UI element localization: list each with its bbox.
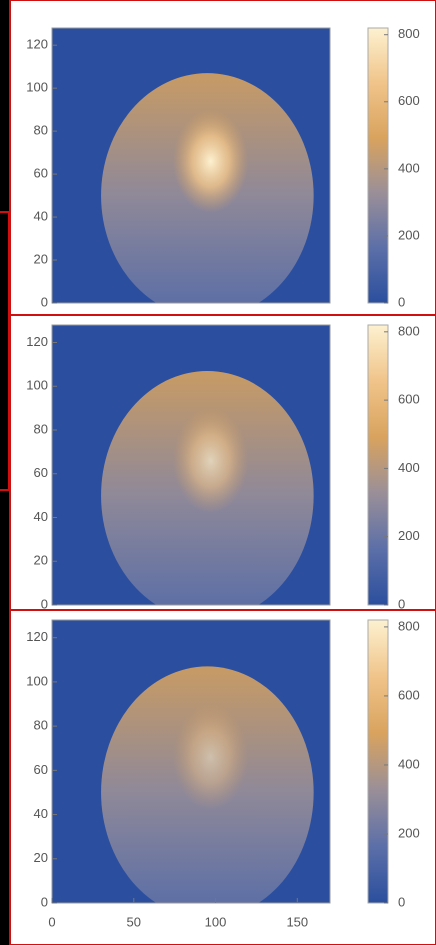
colorbar-tick-label: 600 bbox=[398, 392, 420, 407]
y-tick-label: 100 bbox=[26, 673, 48, 688]
colorbar-tick-label: 0 bbox=[398, 894, 405, 909]
x-tick-label: 150 bbox=[286, 914, 308, 929]
y-tick-label: 20 bbox=[34, 553, 48, 568]
y-tick-label: 0 bbox=[41, 894, 48, 909]
colorbar-tick-label: 600 bbox=[398, 687, 420, 702]
colorbar-tick-label: 0 bbox=[398, 294, 405, 309]
x-tick-label: 50 bbox=[127, 914, 141, 929]
y-tick-label: 40 bbox=[34, 806, 48, 821]
y-tick-label: 40 bbox=[34, 209, 48, 224]
colorbar-tick-label: 800 bbox=[398, 618, 420, 633]
colorbar bbox=[368, 325, 388, 605]
colorbar-tick-label: 800 bbox=[398, 26, 420, 41]
y-tick-label: 80 bbox=[34, 718, 48, 733]
screenshot: 0204060801001200200400600800020406080100… bbox=[0, 0, 436, 945]
y-tick-label: 120 bbox=[26, 37, 48, 52]
image-hotspot bbox=[173, 110, 248, 213]
y-tick-label: 100 bbox=[26, 80, 48, 95]
colorbar-tick-label: 800 bbox=[398, 323, 420, 338]
y-tick-label: 60 bbox=[34, 762, 48, 777]
colorbar-tick-label: 200 bbox=[398, 528, 420, 543]
y-tick-label: 60 bbox=[34, 166, 48, 181]
colorbar bbox=[368, 620, 388, 903]
x-tick-label: 100 bbox=[205, 914, 227, 929]
image-hotspot bbox=[173, 408, 248, 513]
heatmap-image bbox=[52, 28, 330, 318]
y-tick-label: 20 bbox=[34, 850, 48, 865]
y-tick-label: 60 bbox=[34, 465, 48, 480]
y-tick-label: 0 bbox=[41, 294, 48, 309]
colorbar-tick-label: 600 bbox=[398, 93, 420, 108]
x-tick-label: 0 bbox=[48, 914, 55, 929]
colorbar-tick-label: 400 bbox=[398, 460, 420, 475]
y-tick-label: 100 bbox=[26, 378, 48, 393]
y-tick-label: 20 bbox=[34, 251, 48, 266]
image-hotspot bbox=[173, 704, 248, 810]
heatmap-image bbox=[52, 325, 330, 620]
colorbar-tick-label: 200 bbox=[398, 227, 420, 242]
y-tick-label: 120 bbox=[26, 629, 48, 644]
y-tick-label: 80 bbox=[34, 421, 48, 436]
colorbar-tick-label: 400 bbox=[398, 160, 420, 175]
y-tick-label: 120 bbox=[26, 334, 48, 349]
colorbar-tick-label: 400 bbox=[398, 756, 420, 771]
y-tick-label: 40 bbox=[34, 509, 48, 524]
heatmap-image bbox=[52, 620, 330, 918]
colorbar-tick-label: 200 bbox=[398, 825, 420, 840]
y-tick-label: 80 bbox=[34, 123, 48, 138]
colorbar bbox=[368, 28, 388, 303]
